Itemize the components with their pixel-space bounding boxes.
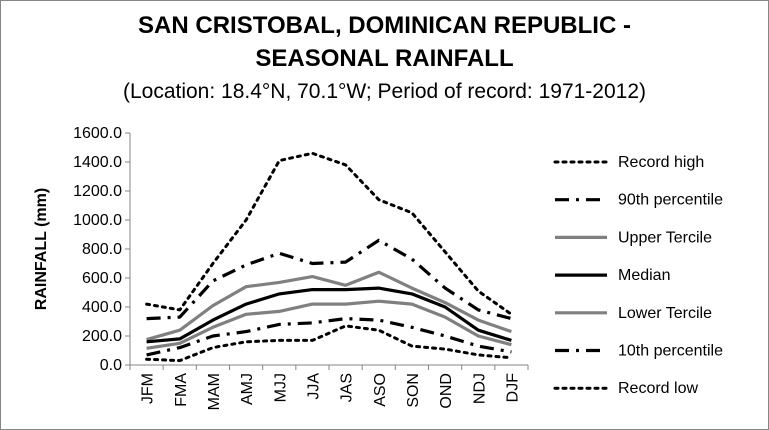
series-line-record-high: [145, 151, 513, 316]
y-tick-label: 800.0: [82, 241, 122, 258]
x-tick-label: SON: [405, 373, 422, 408]
legend-label: 90th percentile: [618, 192, 723, 209]
y-tick-label: 1400.0: [73, 154, 122, 171]
y-tick-label: 1000.0: [73, 212, 122, 229]
legend-label: Upper Tercile: [618, 229, 712, 246]
series-line-median: [146, 286, 512, 344]
series-line-record-low: [145, 324, 513, 363]
y-tick-label: 600.0: [82, 270, 122, 287]
y-tick-label: 1600.0: [73, 125, 122, 142]
legend-label: Median: [618, 267, 670, 284]
chart-axes: 0.0 200.0 400.0 600.0 800.0 1000.0 1200.0 1400.…: [33, 125, 529, 410]
x-tick-label: OND: [438, 373, 455, 409]
x-tick-label: DJF: [504, 373, 521, 403]
y-tick-label: 200.0: [82, 328, 122, 345]
series-line-90th-percentile: [146, 238, 512, 321]
x-tick-label: ASO: [372, 373, 389, 407]
legend-label: 10th percentile: [618, 343, 723, 360]
chart-title-line2: SEASONAL RAINFALL: [255, 45, 514, 72]
x-tick-label: FMA: [173, 373, 190, 407]
legend-label: Record high: [618, 154, 704, 171]
series-layer: [145, 151, 513, 363]
legend-label: Record low: [618, 380, 698, 397]
series-line-10th-percentile: [146, 317, 512, 357]
series-line-lower-tercile: [146, 299, 512, 350]
chart-legend: Record high 90th percentile Upper Tercile M…: [553, 154, 723, 397]
y-axis-label: RAINFALL (mm): [33, 188, 50, 310]
series-line-upper-tercile: [146, 270, 512, 342]
chart-title-line1: SAN CRISTOBAL, DOMINICAN REPUBLIC -: [138, 12, 631, 39]
x-tick-label: JFM: [140, 373, 157, 404]
x-tick-label: MAM: [206, 373, 223, 410]
y-tick-label: 0.0: [100, 357, 122, 374]
legend-label: Lower Tercile: [618, 305, 712, 322]
y-tick-label: 1200.0: [73, 183, 122, 200]
x-tick-label: AMJ: [239, 373, 256, 405]
y-tick-label: 400.0: [82, 299, 122, 316]
x-tick-label: JJA: [305, 373, 322, 400]
x-tick-label: NDJ: [471, 373, 488, 404]
chart-subtitle: (Location: 18.4°N, 70.1°W; Period of rec…: [122, 80, 647, 103]
x-tick-label: MJJ: [272, 373, 289, 402]
x-tick-label: JAS: [339, 373, 356, 402]
